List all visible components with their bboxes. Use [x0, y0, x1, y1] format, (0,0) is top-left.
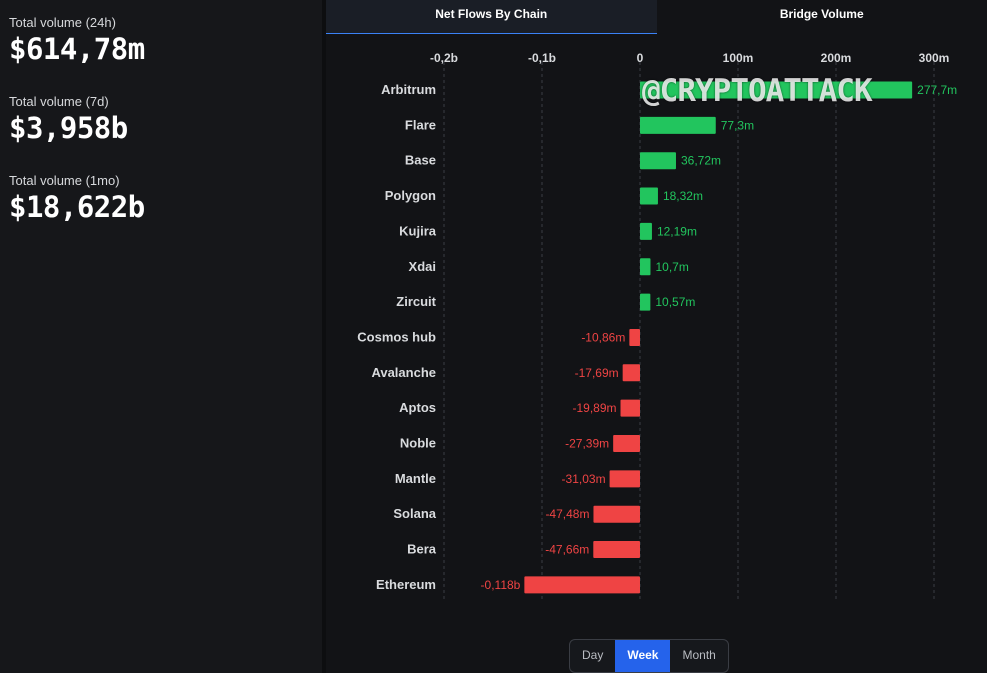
x-tick-label: 0: [637, 51, 644, 65]
chart-panel: Net Flows By Chain Bridge Volume -0,2b -0…: [326, 0, 987, 673]
x-tick-label: 300m: [919, 51, 950, 65]
category-label: Aptos: [399, 400, 436, 415]
category-label: Xdai: [409, 259, 436, 274]
data-label: 12,19m: [657, 224, 697, 238]
bar: [622, 364, 640, 382]
category-label: Ethereum: [376, 577, 436, 592]
chart-tabs: Net Flows By Chain Bridge Volume: [326, 0, 987, 34]
stat-value: $614,78m: [9, 32, 145, 66]
data-label: 10,57m: [655, 295, 695, 309]
bar: [640, 152, 676, 170]
category-label: Polygon: [385, 188, 436, 203]
bar: [640, 222, 652, 240]
bar: [524, 576, 640, 594]
tab-net-flows[interactable]: Net Flows By Chain: [326, 0, 657, 34]
data-label: 77,3m: [721, 118, 754, 132]
category-label: Bera: [407, 542, 437, 557]
data-label: -19,89m: [572, 401, 616, 415]
summary-panel: Total volume (24h) $614,78m Total volume…: [0, 0, 322, 673]
category-label: Kujira: [399, 223, 437, 238]
stat-value: $3,958b: [9, 111, 128, 145]
data-label: -17,69m: [575, 366, 619, 380]
period-week-button[interactable]: Week: [615, 640, 671, 672]
data-label: 277,7m: [917, 83, 957, 97]
data-label: -10,86m: [581, 330, 625, 344]
bar: [593, 541, 640, 559]
x-tick-label: 200m: [821, 51, 852, 65]
stat-1mo: Total volume (1mo) $18,622b: [9, 173, 145, 224]
bar: [629, 328, 640, 346]
bar: [609, 470, 640, 488]
x-tick-label: -0,2b: [430, 51, 458, 65]
bar: [593, 505, 640, 523]
stat-label: Total volume (24h): [9, 15, 116, 30]
data-label: 36,72m: [681, 154, 721, 168]
watermark: @CRYPTOATTACK: [642, 73, 873, 109]
category-label: Cosmos hub: [357, 329, 436, 344]
data-label: -47,66m: [545, 543, 589, 557]
stat-value: $18,622b: [9, 190, 145, 224]
bar: [640, 187, 658, 205]
data-label: -47,48m: [545, 507, 589, 521]
x-tick-label: 100m: [723, 51, 754, 65]
period-selector: Day Week Month: [569, 639, 729, 673]
net-flows-chart: -0,2b -0,1b 0 100m 200m 300m Arbitrum 277,7m Fla…: [357, 51, 957, 599]
period-day-button[interactable]: Day: [582, 648, 604, 662]
stat-24h: Total volume (24h) $614,78m: [9, 15, 145, 66]
bar: [640, 293, 651, 311]
data-label: 10,7m: [655, 260, 688, 274]
category-label: Avalanche: [371, 365, 436, 380]
period-month-button[interactable]: Month: [682, 648, 716, 662]
data-label: 18,32m: [663, 189, 703, 203]
stat-7d: Total volume (7d) $3,958b: [9, 94, 128, 145]
bar: [613, 435, 640, 452]
x-tick-label: -0,1b: [528, 51, 556, 65]
data-label: -31,03m: [562, 472, 606, 486]
tab-bridge-volume[interactable]: Bridge Volume: [656, 0, 987, 34]
bar: [640, 116, 716, 134]
bar: [620, 399, 640, 417]
stat-label: Total volume (1mo): [9, 173, 120, 188]
bar: [640, 258, 651, 276]
category-label: Base: [405, 153, 436, 168]
category-label: Zircuit: [396, 294, 436, 309]
bar: [640, 81, 913, 99]
category-label: Noble: [400, 436, 436, 451]
category-label: Solana: [393, 506, 436, 521]
stat-label: Total volume (7d): [9, 94, 109, 109]
data-label: -27,39m: [565, 437, 609, 451]
category-label: Mantle: [395, 471, 436, 486]
category-label: Flare: [405, 117, 436, 132]
panel-divider: [322, 0, 326, 673]
data-label: -0,118b: [481, 578, 521, 592]
category-label: Arbitrum: [381, 82, 436, 97]
